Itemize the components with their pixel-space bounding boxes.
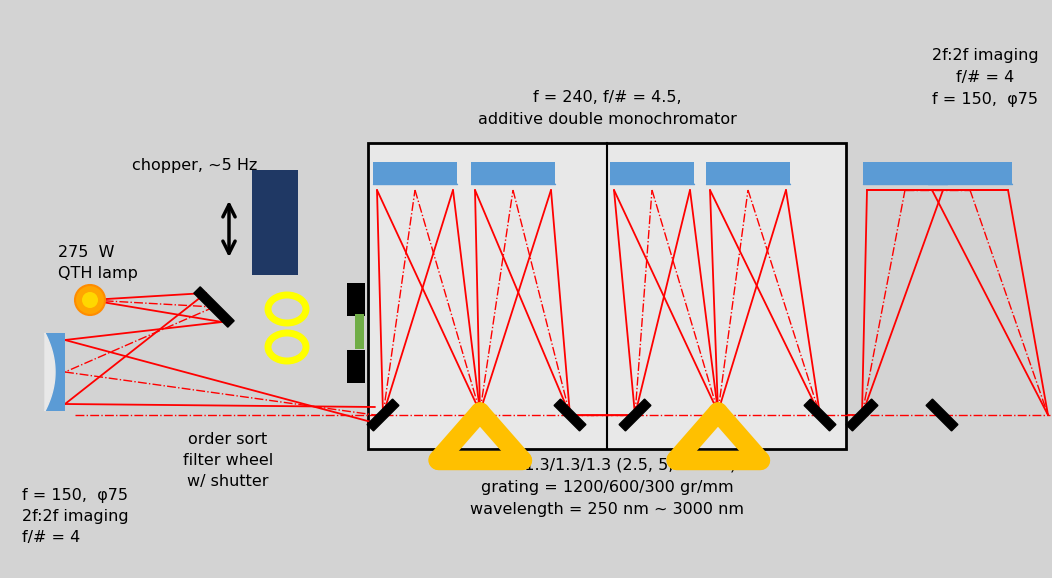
Text: 275  W
QTH lamp: 275 W QTH lamp: [58, 245, 138, 281]
Text: chopper, ~5 Hz: chopper, ~5 Hz: [133, 158, 258, 173]
Polygon shape: [846, 399, 878, 431]
Text: f = 150,  φ75
2f:2f imaging
f/# = 4: f = 150, φ75 2f:2f imaging f/# = 4: [22, 488, 128, 545]
Text: slit = 1.3/1.3/1.3 (2.5, 5, 10 nm)
grating = 1200/600/300 gr/mm
wavelength = 250: slit = 1.3/1.3/1.3 (2.5, 5, 10 nm) grati…: [470, 458, 744, 517]
Text: order sort
filter wheel
w/ shutter: order sort filter wheel w/ shutter: [183, 432, 274, 489]
Polygon shape: [619, 399, 651, 431]
Circle shape: [82, 292, 98, 308]
Bar: [471, 162, 555, 184]
Text: f = 240, f/# = 4.5,
additive double monochromator: f = 240, f/# = 4.5, additive double mono…: [478, 90, 736, 127]
Text: 2f:2f imaging
f/# = 4
f = 150,  φ75: 2f:2f imaging f/# = 4 f = 150, φ75: [932, 48, 1038, 108]
Polygon shape: [367, 399, 399, 431]
Bar: [706, 162, 790, 184]
Bar: [368, 143, 846, 449]
Polygon shape: [926, 399, 958, 431]
Polygon shape: [554, 399, 586, 431]
Polygon shape: [194, 287, 235, 327]
Bar: [45, 333, 65, 411]
Bar: [373, 162, 457, 184]
Bar: [347, 350, 365, 383]
Bar: [863, 162, 947, 184]
Bar: [355, 314, 364, 349]
Polygon shape: [804, 399, 836, 431]
Circle shape: [75, 285, 105, 315]
Bar: [610, 162, 694, 184]
Bar: [347, 283, 365, 316]
Bar: [252, 170, 298, 275]
Bar: [928, 162, 1012, 184]
Polygon shape: [45, 333, 55, 411]
